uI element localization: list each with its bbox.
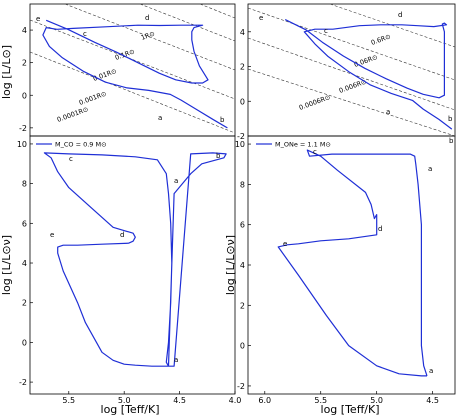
point-label-br-a-top: a <box>428 165 432 173</box>
point-label-tr-b: b <box>448 115 453 123</box>
legend-bl: M_CO = 0.9 M⊙ <box>36 141 107 149</box>
ytick-label-tr: 4 <box>240 28 245 37</box>
point-label-bl-c: c <box>69 155 73 163</box>
ytick-label-tr: -2 <box>237 132 245 141</box>
radius-label-tr-0: 0.0006R⊙ <box>298 93 331 112</box>
point-label-br-e: e <box>283 240 287 248</box>
point-label-tl-c: c <box>83 30 87 38</box>
ytick-label-bl: 4 <box>22 259 27 268</box>
point-label-tr-d: d <box>398 11 402 19</box>
track-series-bl <box>43 152 227 367</box>
legend-label-br: M_ONe = 1.1 M⊙ <box>275 141 331 149</box>
tick-layer: -2 0 2 4 -2 0 2 4 -2 0 2 4 6 8 10 5.5 5.0 4.5 4.0 -2 0 2 4 6 8 10… <box>17 26 439 405</box>
panel-frame-bl <box>29 135 236 395</box>
ytick-label-bl: 10 <box>17 140 27 149</box>
point-label-bl-a-bot: a <box>174 356 178 364</box>
ytick-label-br: 10 <box>235 140 245 149</box>
point-label-br-c: c <box>313 148 317 156</box>
y-axis-label-bottom-right: log [L/L⊙ν] <box>224 235 237 295</box>
track-series-tl <box>42 19 228 129</box>
point-label-tl-b: b <box>220 116 225 124</box>
radius-lines-tl <box>29 3 236 134</box>
xtick-label-br: 4.5 <box>426 396 439 405</box>
point-label-bl-b: b <box>216 152 221 160</box>
xtick-label-bl: 4.5 <box>173 396 186 405</box>
point-label-tl-e: e <box>36 15 40 23</box>
legend-br: M_ONe = 1.1 M⊙ <box>256 141 331 149</box>
point-label-br-a-bot: a <box>429 367 433 375</box>
x-axis-label-right: log [Teff/K] <box>321 403 380 416</box>
point-label-tl-a: a <box>158 114 162 122</box>
ytick-label-bl: 8 <box>22 180 27 189</box>
track-series-br <box>277 149 428 377</box>
radius-label-tl-0: 0.0001R⊙ <box>56 105 89 124</box>
ytick-label-bl: -2 <box>19 378 27 387</box>
ytick-label-tl: 4 <box>22 26 27 35</box>
point-label-br-d: d <box>378 225 382 233</box>
ytick-label-br: 6 <box>240 221 245 230</box>
xtick-label-bl: 4.0 <box>229 396 242 405</box>
ytick-label-tl: 2 <box>22 59 27 68</box>
ytick-label-bl: 2 <box>22 299 27 308</box>
point-label-bl-d: d <box>120 231 124 239</box>
ytick-label-br: 8 <box>240 180 245 189</box>
ytick-label-br: 4 <box>240 261 245 270</box>
ytick-label-bl: 6 <box>22 219 27 228</box>
radius-label-tl-1: 0.001R⊙ <box>78 90 108 107</box>
ytick-label-tl: -2 <box>19 124 27 133</box>
panel-frame-br <box>247 135 456 395</box>
y-axis-label-bottom: log [L/L⊙ν] <box>0 235 13 295</box>
radius-label-tl-4: 1R⊙ <box>140 30 156 42</box>
ytick-label-bl: 0 <box>22 338 27 347</box>
ytick-label-br: -2 <box>237 382 245 391</box>
ytick-label-br: 0 <box>240 342 245 351</box>
x-axis-label-left: log [Teff/K] <box>101 403 160 416</box>
xtick-label-br: 6.0 <box>258 396 271 405</box>
y-axis-label-top: log [L/L⊙] <box>0 45 13 99</box>
xtick-label-bl: 5.5 <box>62 396 75 405</box>
point-label-br-b: b <box>449 137 454 145</box>
track-series-tr <box>284 19 453 130</box>
panel-frame-tr <box>247 3 456 137</box>
xtick-label-br: 5.5 <box>314 396 327 405</box>
point-label-bl-e: e <box>50 231 54 239</box>
ytick-label-tl: 0 <box>22 91 27 100</box>
xtick-label-bl: 5.0 <box>118 396 131 405</box>
radius-lines-tr <box>247 3 456 137</box>
point-label-tl-d: d <box>145 14 149 22</box>
radius-label-tr-3: 0.6R⊙ <box>370 32 392 46</box>
radius-label-tl-2: 0.01R⊙ <box>92 67 118 83</box>
ytick-label-tr: 2 <box>240 63 245 72</box>
point-label-tr-a: a <box>386 108 390 116</box>
xtick-label-br: 5.0 <box>370 396 383 405</box>
ytick-label-br: 2 <box>240 301 245 310</box>
ytick-label-tr: 0 <box>240 97 245 106</box>
legend-label-bl: M_CO = 0.9 M⊙ <box>55 141 107 149</box>
radius-label-tr-2: 0.06R⊙ <box>353 53 379 69</box>
point-label-tr-e: e <box>259 14 263 22</box>
point-label-tr-c: c <box>324 27 328 35</box>
point-label-bl-a-top: a <box>174 177 178 185</box>
